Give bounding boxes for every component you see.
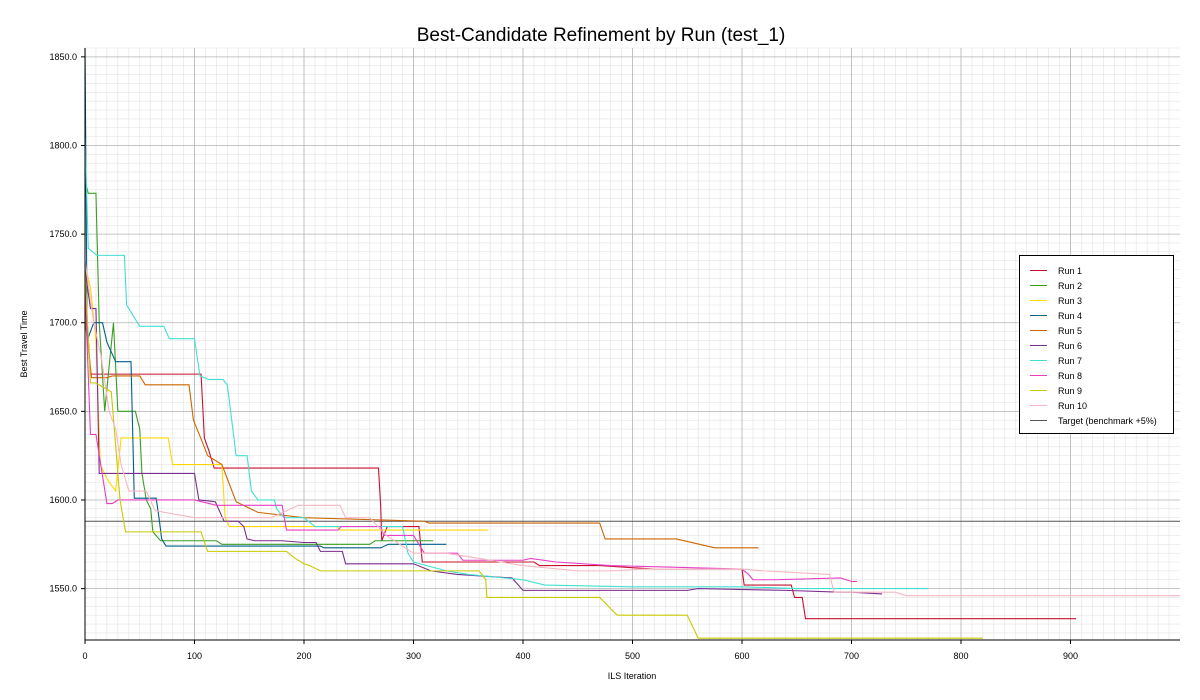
series-line-run-3 xyxy=(84,264,488,531)
x-tick-label: 200 xyxy=(296,651,311,661)
legend-label: Run 3 xyxy=(1058,295,1083,306)
y-tick-label: 1700.0 xyxy=(49,318,77,328)
x-tick-label: 300 xyxy=(406,651,421,661)
legend-swatch xyxy=(1030,405,1047,406)
legend-item[interactable]: Run 3 xyxy=(1030,293,1082,308)
series-line-run-4 xyxy=(84,47,447,549)
series-line-run-9 xyxy=(84,269,983,639)
series-line-run-6 xyxy=(84,269,883,595)
legend-swatch xyxy=(1030,300,1047,301)
x-axis-label: ILS Iteration xyxy=(608,671,657,681)
legend-label: Run 2 xyxy=(1058,280,1083,291)
legend-item[interactable]: Run 2 xyxy=(1030,278,1082,293)
legend-swatch xyxy=(1030,390,1047,391)
legend-item[interactable]: Run 10 xyxy=(1030,398,1087,413)
legend-swatch xyxy=(1030,345,1047,346)
legend: Run 1 Run 2 Run 3 Run 4 Run 5 Run 6 Run … xyxy=(1019,255,1174,434)
y-tick-label: 1850.0 xyxy=(49,52,77,62)
x-tick-label: 800 xyxy=(953,651,968,661)
grid xyxy=(84,47,1180,640)
legend-label: Run 6 xyxy=(1058,340,1083,351)
legend-swatch xyxy=(1030,285,1047,286)
chart-title: Best-Candidate Refinement by Run (test_1… xyxy=(417,25,786,46)
legend-swatch xyxy=(1030,375,1047,376)
x-tick-label: 100 xyxy=(187,651,202,661)
y-axis-label: Best Travel Time xyxy=(19,310,29,377)
legend-label: Run 5 xyxy=(1058,325,1083,336)
legend-label: Run 9 xyxy=(1058,385,1083,396)
legend-label: Target (benchmark +5%) xyxy=(1058,415,1157,426)
series-line-run-2 xyxy=(84,180,434,545)
series-line-run-1 xyxy=(84,287,1076,620)
legend-swatch xyxy=(1030,360,1047,361)
legend-item[interactable]: Run 1 xyxy=(1030,263,1082,278)
x-tick-label: 400 xyxy=(515,651,530,661)
legend-item[interactable]: Run 7 xyxy=(1030,353,1082,368)
x-tick-label: 0 xyxy=(82,651,87,661)
legend-item[interactable]: Run 8 xyxy=(1030,368,1082,383)
x-tick-label: 700 xyxy=(844,651,859,661)
y-tick-label: 1750.0 xyxy=(49,229,77,239)
legend-label: Run 4 xyxy=(1058,310,1083,321)
legend-item[interactable]: Target (benchmark +5%) xyxy=(1030,413,1157,428)
legend-item[interactable]: Run 4 xyxy=(1030,308,1082,323)
x-tick-label: 500 xyxy=(625,651,640,661)
series-line-run-7 xyxy=(84,136,929,590)
legend-label: Run 10 xyxy=(1058,400,1088,411)
legend-swatch xyxy=(1030,330,1047,331)
series-group xyxy=(84,47,1180,639)
legend-item[interactable]: Run 5 xyxy=(1030,323,1082,338)
y-tick-label: 1550.0 xyxy=(49,584,77,594)
x-tick-label: 600 xyxy=(734,651,749,661)
y-tick-label: 1600.0 xyxy=(49,495,77,505)
legend-swatch xyxy=(1030,315,1047,316)
series-line-run-5 xyxy=(84,319,759,549)
legend-swatch xyxy=(1030,270,1047,271)
series-line-run-10 xyxy=(84,260,1180,597)
legend-label: Run 7 xyxy=(1058,355,1083,366)
legend-label: Run 1 xyxy=(1058,265,1083,276)
legend-label: Run 8 xyxy=(1058,370,1083,381)
legend-item[interactable]: Run 9 xyxy=(1030,383,1082,398)
y-tick-label: 1650.0 xyxy=(49,406,77,416)
axes: 0 100 200 300 400 500 600 700 800 900 1550.0 1600.0… xyxy=(49,48,1180,661)
series-line-run-8 xyxy=(84,287,857,583)
legend-item[interactable]: Run 6 xyxy=(1030,338,1082,353)
x-tick-label: 900 xyxy=(1063,651,1078,661)
legend-swatch xyxy=(1030,420,1047,421)
y-tick-label: 1800.0 xyxy=(49,140,77,150)
